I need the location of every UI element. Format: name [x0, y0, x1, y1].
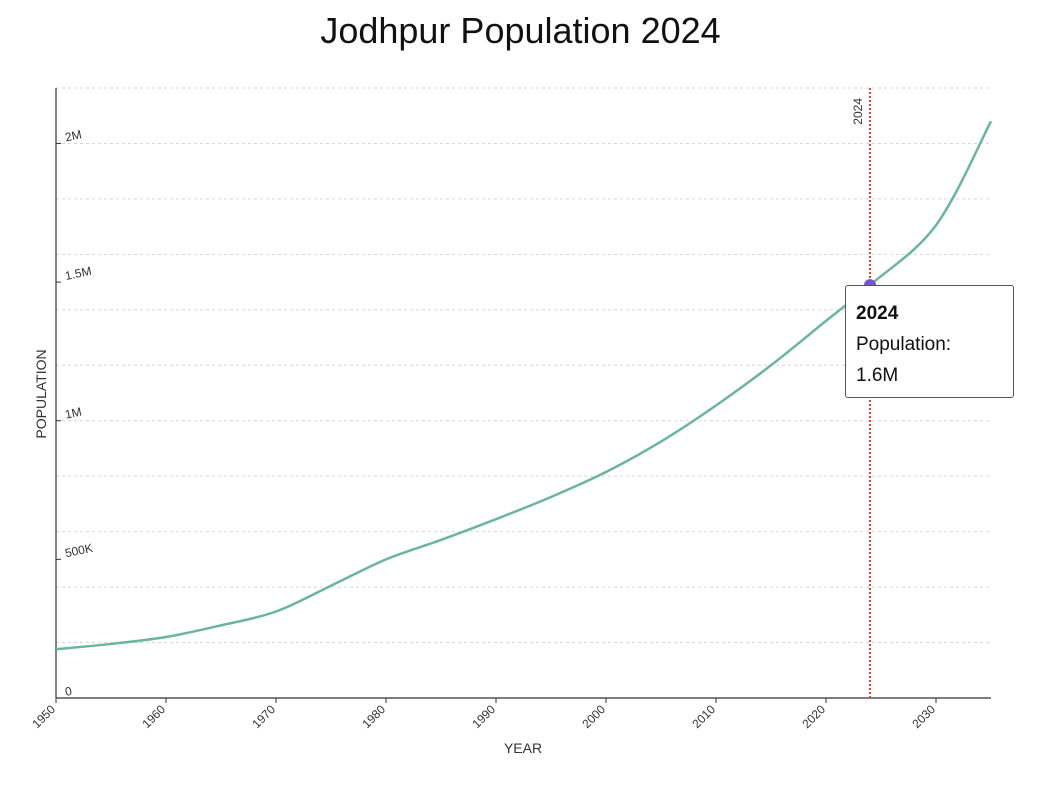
x-axis-title: YEAR: [504, 740, 542, 756]
chart-title: Jodhpur Population 2024: [320, 10, 721, 51]
x-tick-label: 1990: [469, 702, 498, 731]
x-tick-label: 2000: [579, 702, 608, 731]
tooltip-label: Population:: [856, 334, 952, 355]
x-tick-label: 2010: [689, 702, 718, 731]
x-tick-label: 1980: [359, 702, 388, 731]
axes: [55, 88, 991, 699]
x-tick-label: 1960: [139, 702, 168, 731]
data-tooltip: 2024 Population: 1.6M: [845, 285, 1014, 398]
y-tick-label: 1M: [64, 405, 83, 422]
tooltip-year: 2024: [856, 303, 899, 324]
y-tick-label: 1.5M: [64, 264, 93, 283]
y-tick-label: 0: [64, 684, 74, 699]
x-tick-label: 2030: [909, 702, 938, 731]
y-tick-label: 2M: [64, 127, 83, 144]
y-axis-title: POPULATION: [33, 349, 49, 438]
axis-ticks: 1950 1960 1970 1980 1990 2000 2010 2020 2030 0 500…: [29, 127, 938, 731]
tooltip-value: 1.6M: [856, 365, 899, 386]
marker-line-label: 2024: [851, 98, 865, 125]
x-tick-label: 2020: [799, 702, 828, 731]
x-tick-label: 1970: [249, 702, 278, 731]
y-tick-label: 500K: [64, 541, 94, 561]
x-tick-label: 1950: [29, 702, 58, 731]
